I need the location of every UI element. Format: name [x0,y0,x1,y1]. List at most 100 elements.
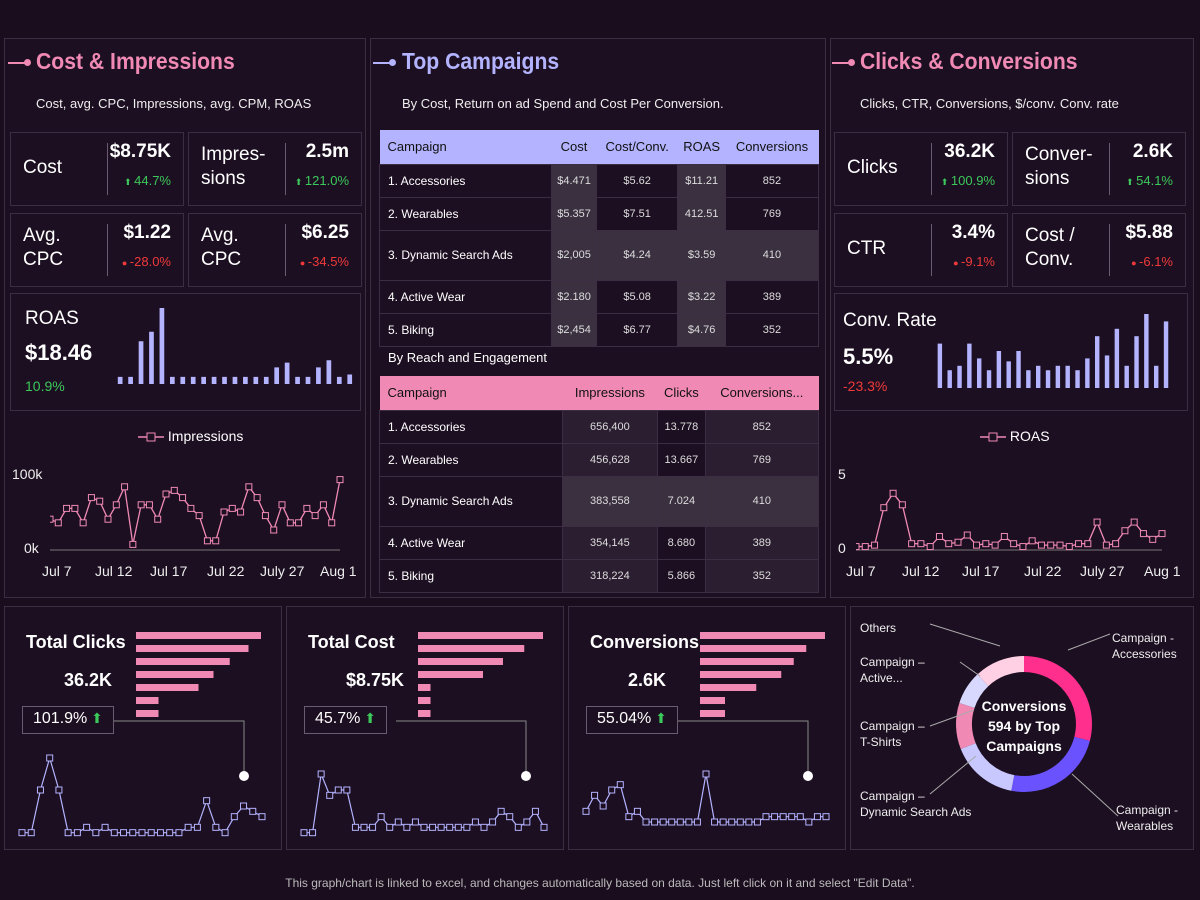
table-cell: 352 [724,312,820,347]
line-point [779,813,787,821]
dot-down-icon: ● [121,258,130,268]
table-header[interactable]: Conversions [725,130,819,164]
line-point [295,519,303,527]
table-row[interactable]: 2. Wearables $5.357 $7.51 412.51 769 [378,196,820,231]
kpi-value: 36.2K [944,141,995,162]
table-row[interactable]: 2. Wearables 456,628 13.667 769 [379,442,820,477]
bar [418,632,543,639]
table-header[interactable]: Campaign [379,376,563,410]
bar [937,343,943,388]
bar [700,645,807,652]
line-point [55,786,63,794]
line-point [334,786,342,794]
line-point [471,818,479,826]
table-header[interactable]: Impressions [562,376,658,410]
table-header[interactable]: Cost [551,130,597,164]
table-header[interactable]: ROAS [677,130,726,164]
roas-legend: ROAS [980,428,1050,444]
kpi-label: Clicks [847,157,898,178]
kpi-change-value: -34.5% [307,254,349,269]
line-point [822,813,830,821]
line-point [203,797,211,805]
line-point [908,540,916,548]
line-point [73,829,81,837]
table-header[interactable]: Clicks [657,376,706,410]
line-point [170,486,178,494]
bar [957,365,962,388]
conv-rate-label: Conv. Rate [843,310,937,331]
line-point [693,818,701,826]
table-cell: 1. Accessories [378,163,553,198]
table-row[interactable]: 1. Accessories $4.471 $5.62 $11.21 852 [378,163,820,198]
line-point [788,813,796,821]
line-point [1000,532,1008,540]
marker-dot [803,771,813,781]
bar [159,308,165,384]
line-point [719,818,727,826]
table-cell: $2,005 [551,229,597,281]
table-header[interactable]: Cost/Conv. [596,130,678,164]
bar [326,360,332,384]
donut-segment [959,674,989,708]
line-point [1056,541,1064,549]
bar [1016,351,1021,388]
table-row[interactable]: 5. Biking 318,224 5.866 352 [379,558,820,593]
line-point [221,829,229,837]
line-point [1019,543,1027,551]
table-cell: 389 [724,279,820,314]
line-point [54,519,62,527]
section-title-reach: By Reach and Engagement [388,350,547,365]
kpi-change-value: -6.1% [1139,254,1173,269]
table-cell: 5.866 [657,558,706,593]
kpi-label: Impres- sions [201,144,266,189]
table-cell: 769 [704,442,820,477]
line-point [489,818,497,826]
line-point [745,818,753,826]
bar [947,370,952,388]
line-point [195,512,203,520]
kpi-value: $5.88 [1125,222,1173,243]
line-point [240,802,248,810]
table-row[interactable]: 4. Active Wear $2.180 $5.08 $3.22 389 [378,279,820,314]
line-point [36,786,44,794]
bar [700,671,782,678]
line-point [1102,541,1110,549]
line-point [83,823,91,831]
bar [136,684,199,691]
line-point [1010,540,1018,548]
table-row[interactable]: 3. Dynamic Search Ads 383,558 7.024 410 [379,475,820,527]
line-point [411,818,419,826]
table-row[interactable]: 3. Dynamic Search Ads $2,005 $4.24 $3.59 410 [378,229,820,281]
line-point [728,818,736,826]
line-point [138,829,146,837]
table-header[interactable]: Campaign [379,130,552,164]
table-row[interactable]: 5. Biking $2,454 $6.77 $4.76 352 [378,312,820,347]
bar [347,374,353,384]
line-point [1047,541,1055,549]
donut-label: Campaign – T-Shirts [860,719,925,749]
summary-value: 2.6K [628,670,667,690]
table-row[interactable]: 1. Accessories 656,400 13.778 852 [379,409,820,444]
line-point [871,541,879,549]
table-cell: $5.62 [595,163,679,198]
bar [253,376,259,384]
donut-segment [960,743,1015,791]
line-point [926,543,934,551]
bar [1085,358,1090,388]
bar [263,376,269,384]
table-cell: 13.778 [657,409,706,444]
line-point [92,829,100,837]
table-cell: 3. Dynamic Search Ads [379,475,563,527]
kpi-card: Clicks 36.2K ⬆ 100.9% [834,132,1008,206]
donut-center-label: Conversions 594 by Top Campaigns [981,698,1067,754]
bar [136,671,214,678]
bar [418,658,503,665]
line-point [813,813,821,821]
table-header[interactable]: Conversions... [705,376,819,410]
x-tick-label: Jul 17 [150,563,188,579]
bar [305,376,311,384]
bar [136,697,159,704]
table-row[interactable]: 4. Active Wear 354,145 8.680 389 [379,525,820,560]
marker-dot [239,771,249,781]
line-point [954,538,962,546]
